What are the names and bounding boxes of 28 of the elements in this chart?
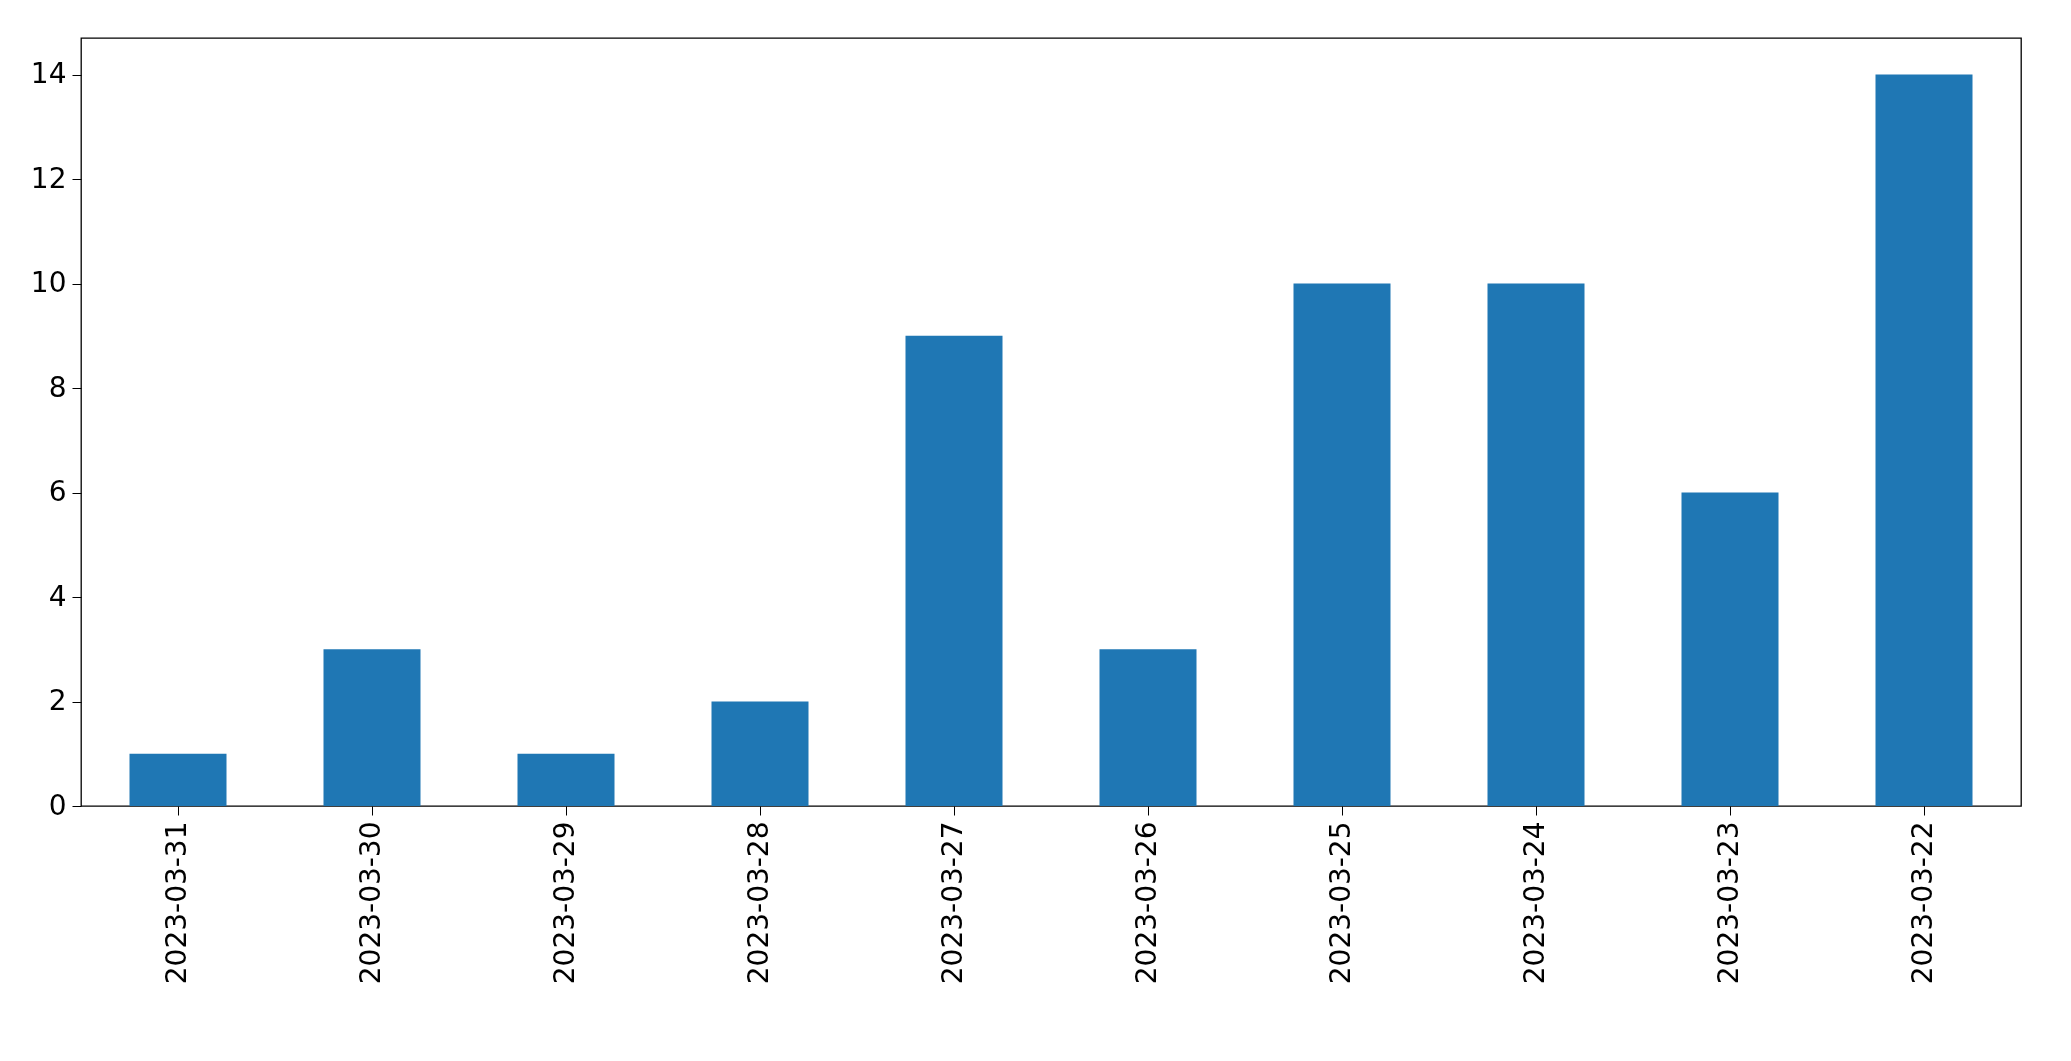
bar xyxy=(323,649,421,806)
y-tick-label: 8 xyxy=(48,370,67,404)
y-tick-label: 0 xyxy=(48,788,67,822)
bar xyxy=(711,701,809,806)
y-tick-label: 14 xyxy=(30,57,67,91)
x-tick-label: 2023-03-22 xyxy=(1906,821,1939,985)
x-tick-label: 2023-03-24 xyxy=(1518,821,1551,985)
x-tick-label: 2023-03-29 xyxy=(548,821,581,985)
bar xyxy=(1099,649,1197,806)
x-tick-label: 2023-03-30 xyxy=(354,821,387,985)
bar xyxy=(1487,283,1585,806)
bar xyxy=(129,753,227,806)
y-tick-label: 4 xyxy=(48,579,67,613)
bar xyxy=(905,335,1003,806)
x-tick-label: 2023-03-26 xyxy=(1130,821,1163,985)
x-tick-label: 2023-03-31 xyxy=(160,821,193,985)
y-tick-label: 6 xyxy=(48,475,67,509)
x-tick-label: 2023-03-28 xyxy=(742,821,775,985)
y-tick-label: 2 xyxy=(48,684,67,718)
bar xyxy=(1875,74,1973,806)
x-tick-label: 2023-03-25 xyxy=(1324,821,1357,985)
x-tick-label: 2023-03-27 xyxy=(936,821,969,985)
bar xyxy=(1293,283,1391,806)
x-tick-label: 2023-03-23 xyxy=(1712,821,1745,985)
y-tick-label: 10 xyxy=(30,266,67,300)
y-tick-label: 12 xyxy=(30,161,67,195)
bar xyxy=(1681,492,1779,806)
bar xyxy=(517,753,615,806)
